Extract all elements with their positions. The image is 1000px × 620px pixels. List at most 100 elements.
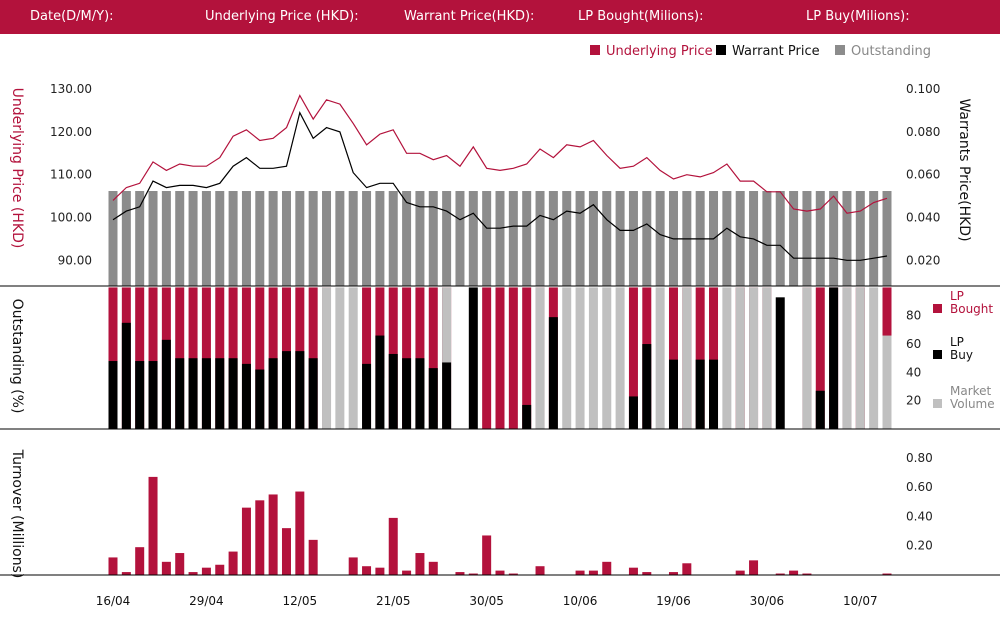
lp-buy-bar	[775, 297, 785, 429]
y-tick-right: 0.100	[906, 82, 940, 96]
turnover-bar	[201, 567, 211, 575]
outstanding-bar	[602, 191, 612, 286]
lp-buy-bar	[668, 359, 678, 429]
turnover-bar	[642, 572, 652, 575]
lp-buy-bar	[642, 344, 652, 429]
turnover-bar	[428, 561, 438, 575]
market-volume-bar	[602, 287, 612, 429]
y-tick-left: 120.00	[50, 125, 92, 139]
market-volume-bar	[749, 287, 759, 429]
x-tick-label: 30/06	[750, 594, 785, 608]
market-volume-bar	[562, 287, 572, 429]
legends: Underlying Price Warrant Price Outstanding…	[590, 44, 995, 411]
lp-bought-bar	[628, 287, 638, 429]
outstanding-bar	[802, 191, 812, 286]
lp-buy-bar	[402, 358, 412, 429]
turnover-bar	[148, 476, 158, 575]
lp-buy-bar	[375, 335, 385, 429]
y-tick-outstanding: 40	[906, 365, 921, 379]
turnover-bar	[241, 507, 251, 575]
market-volume-bar	[802, 287, 812, 429]
turnover-bar	[308, 539, 318, 575]
outstanding-bar	[588, 191, 598, 286]
lp-buy-bar	[628, 396, 638, 429]
turnover-bar	[295, 491, 305, 575]
legend-swatch	[590, 45, 600, 55]
outstanding-bar	[455, 191, 465, 286]
x-tick-label: 29/04	[189, 594, 224, 608]
outstanding-bar	[842, 191, 852, 286]
header-lp-bought-label: LP Bought(Milions):	[578, 9, 704, 24]
y-tick-turnover: 0.80	[906, 451, 933, 465]
turnover-bar	[628, 567, 638, 575]
outstanding-bar	[762, 191, 772, 286]
lp-buy-bar	[815, 390, 825, 429]
outstanding-bar	[482, 191, 492, 286]
market-volume-bar	[535, 287, 545, 429]
turnover-bar	[281, 528, 291, 575]
outstanding-legend-label: LP Buy	[950, 335, 973, 362]
turnover-bar	[268, 494, 278, 575]
outstanding-bar	[228, 191, 238, 286]
x-tick-label: 19/06	[656, 594, 691, 608]
turnover-bar	[508, 573, 518, 575]
lp-bars	[108, 287, 892, 429]
market-volume-bar	[735, 287, 745, 429]
turnover-bar	[775, 573, 785, 575]
lp-buy-bar	[522, 404, 532, 429]
underlying-price-line	[112, 94, 888, 214]
outstanding-bar	[215, 191, 225, 286]
outstanding-legend-swatch	[933, 350, 942, 359]
outstanding-bar	[735, 191, 745, 286]
y-tick-outstanding: 60	[906, 337, 921, 351]
lp-bought-bar	[255, 287, 265, 429]
turnover-bar	[135, 547, 145, 575]
x-tick-label: 30/05	[469, 594, 504, 608]
outstanding-bar	[108, 191, 118, 286]
lp-bought-bar	[135, 287, 145, 429]
outstanding-bar	[175, 191, 185, 286]
header-bar: Date(D/M/Y): Underlying Price (HKD): War…	[0, 0, 1000, 34]
lp-bought-bar	[815, 287, 825, 429]
outstanding-bar	[495, 191, 505, 286]
outstanding-bar	[855, 191, 865, 286]
lp-buy-bar	[281, 351, 291, 429]
turnover-bar	[802, 573, 812, 575]
y-tick-turnover: 0.40	[906, 509, 933, 523]
y-axis-label-warrant: Warrants Price(HKD)	[956, 98, 972, 241]
turnover-bar	[482, 535, 492, 575]
outstanding-bar	[135, 191, 145, 286]
lp-buy-bar	[215, 358, 225, 429]
turnover-bar	[749, 560, 759, 575]
lp-buy-bar	[148, 361, 158, 429]
turnover-bar	[188, 572, 198, 575]
turnover-bar	[375, 567, 385, 575]
lp-bought-bar	[495, 287, 505, 429]
outstanding-bar	[508, 191, 518, 286]
x-tick-label: 10/07	[843, 594, 878, 608]
lp-buy-bar	[175, 358, 185, 429]
legend-label: Outstanding	[851, 44, 931, 59]
outstanding-bar	[882, 191, 892, 286]
header-warrant-price-label: Warrant Price(HKD):	[404, 9, 535, 24]
market-volume-bar	[442, 287, 452, 429]
lp-buy-bar	[241, 363, 251, 429]
turnover-bar	[468, 573, 478, 575]
outstanding-bar	[428, 191, 438, 286]
y-tick-outstanding: 20	[906, 394, 921, 408]
market-volume-bar	[855, 287, 865, 429]
lp-buy-bar	[161, 339, 171, 429]
turnover-bar	[668, 572, 678, 575]
lp-buy-bar	[201, 358, 211, 429]
y-tick-outstanding: 80	[906, 309, 921, 323]
lp-bought-bar	[668, 287, 678, 429]
turnover-bar	[495, 570, 505, 575]
outstanding-legend-swatch	[933, 399, 942, 408]
lp-buy-bar	[228, 358, 238, 429]
turnover-bar	[362, 566, 372, 575]
y-tick-left: 90.00	[58, 253, 92, 267]
outstanding-legend-swatch	[933, 304, 942, 313]
lp-buy-bar	[709, 359, 719, 429]
x-tick-label: 21/05	[376, 594, 411, 608]
